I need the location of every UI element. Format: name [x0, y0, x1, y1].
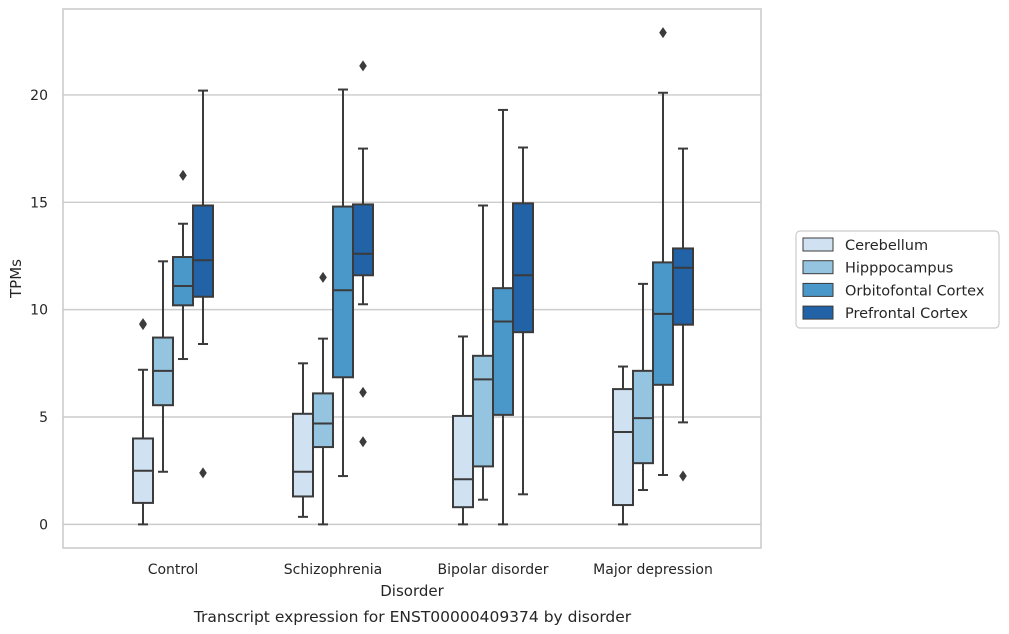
- legend-label: Prefrontal Cortex: [845, 306, 968, 322]
- legend-swatch: [802, 282, 834, 297]
- box: [512, 146, 534, 496]
- box-iqr: [472, 354, 494, 468]
- legend-swatch: [802, 305, 834, 320]
- y-tick-labels: 0 5 10 15 20: [30, 88, 48, 533]
- y-tick-label: 15: [30, 195, 48, 211]
- box-iqr: [172, 256, 194, 307]
- box-iqr: [312, 392, 334, 449]
- legend: Cerebellum Hipppocampus Orbitofontal Corte…: [795, 230, 1000, 329]
- box: [352, 60, 374, 448]
- legend-swatch: [802, 237, 834, 252]
- outlier-point: [359, 436, 367, 448]
- gridlines: [63, 94, 761, 526]
- x-tick-label: Bipolar disorder: [437, 562, 548, 578]
- outlier-point: [199, 467, 207, 479]
- legend-label: Hipppocampus: [845, 261, 953, 277]
- legend-frame: [795, 230, 1000, 329]
- y-axis-label: TPMs: [7, 259, 25, 299]
- box-plots: [132, 27, 694, 526]
- x-tick-labels: Control Schizophrenia Bipolar disorder Majo…: [148, 562, 713, 578]
- box-iqr: [492, 287, 514, 416]
- x-tick-label: Control: [148, 562, 199, 578]
- box-iqr: [512, 202, 534, 334]
- outlier-point: [359, 60, 367, 72]
- box: [672, 147, 694, 482]
- box-iqr: [352, 203, 374, 277]
- legend-label: Cerebellum: [845, 238, 928, 254]
- y-tick-label: 10: [30, 303, 48, 319]
- box-iqr: [292, 412, 314, 498]
- y-tick-label: 20: [30, 88, 48, 104]
- outlier-point: [179, 169, 187, 181]
- outlier-point: [319, 271, 327, 283]
- plot-frame: [62, 8, 762, 549]
- box-iqr: [192, 204, 214, 298]
- box-iqr: [672, 247, 694, 326]
- x-axis-label: Disorder: [380, 582, 444, 600]
- outlier-point: [679, 470, 687, 482]
- outlier-point: [359, 386, 367, 398]
- y-tick-label: 0: [39, 517, 48, 533]
- box: [612, 365, 634, 526]
- box-iqr: [612, 388, 634, 507]
- box: [332, 88, 354, 478]
- legend-swatch: [802, 260, 834, 275]
- box: [292, 362, 314, 518]
- box: [632, 282, 654, 492]
- legend-label: Orbitofontal Cortex: [845, 283, 985, 299]
- x-tick-label: Major depression: [593, 562, 713, 578]
- box: [152, 260, 174, 473]
- chart-caption: Transcript expression for ENST0000040937…: [193, 608, 632, 626]
- x-tick-label: Schizophrenia: [284, 562, 382, 578]
- box-iqr: [332, 205, 354, 379]
- box: [312, 271, 334, 526]
- box: [472, 204, 494, 501]
- outlier-point: [659, 27, 667, 39]
- box: [192, 89, 214, 479]
- box-iqr: [632, 369, 654, 465]
- box: [492, 108, 514, 526]
- y-tick-label: 5: [39, 410, 48, 426]
- box: [132, 318, 154, 526]
- outlier-point: [139, 319, 147, 331]
- box-iqr: [652, 261, 674, 386]
- box-iqr: [452, 414, 474, 509]
